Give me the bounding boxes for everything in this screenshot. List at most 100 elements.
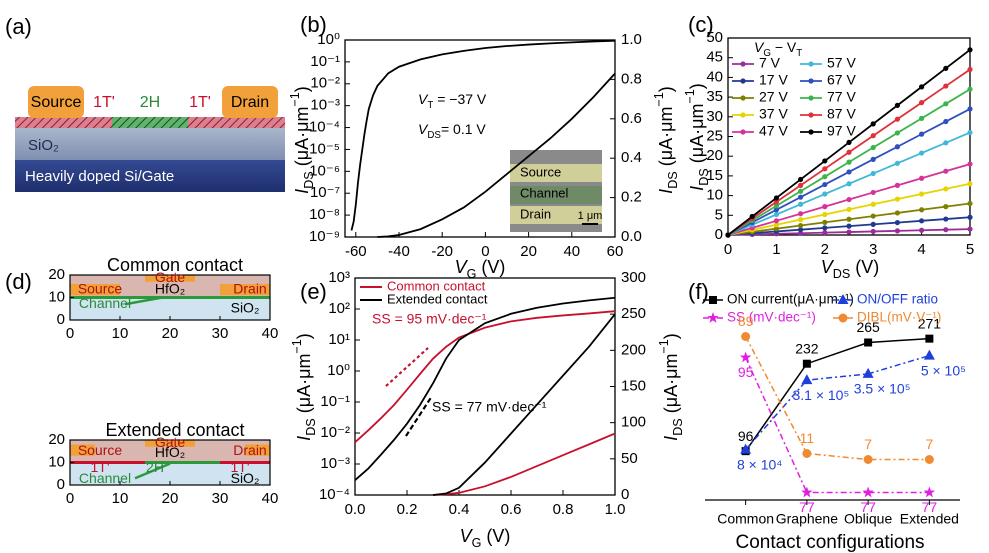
legend-label: 97 V [827, 123, 856, 139]
data-point [802, 449, 811, 458]
data-point [798, 177, 803, 182]
y-tick-label: 10⁻⁴ [309, 119, 340, 136]
data-point [871, 121, 876, 126]
data-point [871, 171, 876, 176]
data-label: 77 [799, 499, 815, 515]
y-tick-label: 10¹ [328, 331, 350, 348]
data-point [943, 101, 948, 106]
y-tick-label: 10 [706, 187, 723, 204]
legend-marker [740, 129, 745, 134]
annotation: VDS= 0.1 V [418, 121, 486, 141]
legend-label: 87 V [827, 106, 856, 122]
x-tick-label: 40 [262, 325, 279, 342]
legend-marker [740, 61, 745, 66]
data-point [750, 214, 755, 219]
y2-tick-label: 1.0 [621, 31, 642, 48]
legend-label: 7 V [759, 55, 781, 71]
data-point [967, 226, 972, 231]
y-tick-label: 0 [57, 476, 65, 493]
data-point [925, 455, 934, 464]
data-point [798, 183, 803, 188]
x-axis-label: VG (V) [460, 526, 511, 551]
x-tick-label: 1.0 [605, 501, 626, 518]
x-tick-label: 20 [520, 243, 537, 260]
y-tick-label: 0 [57, 311, 65, 328]
data-point [871, 213, 876, 218]
y-tick-label: 10² [328, 300, 350, 317]
y-tick-label: 10 [48, 453, 65, 470]
slope-guide [386, 348, 428, 386]
figure: (a) Source 1T' 2H 1T' Drain SiO₂ Heavily… [0, 0, 989, 553]
data-label: 8 × 10⁴ [737, 456, 782, 472]
data-point [895, 197, 900, 202]
data-label: 3.1 × 10⁵ [792, 387, 849, 403]
legend-label: 67 V [827, 72, 856, 88]
data-point [919, 207, 924, 212]
data-point [822, 225, 827, 230]
oxide-label: SiO₂ [28, 137, 59, 154]
panel-a: (a) Source 1T' 2H 1T' Drain SiO₂ Heavily… [5, 14, 285, 192]
text-segment: DS [666, 171, 680, 189]
y-tick-label: 35 [706, 88, 723, 105]
data-point [846, 181, 851, 186]
text-segment: ) [656, 86, 676, 92]
text-segment: = 0.1 V [441, 121, 486, 137]
text-segment: G [472, 536, 482, 550]
data-label: 89 [738, 313, 754, 329]
data-point [871, 145, 876, 150]
y-axis-label: IDS (μA·μm−1) [290, 333, 318, 441]
inset-label: Source [520, 164, 561, 179]
region-label: HfO₂ [155, 280, 185, 296]
data-point [967, 181, 972, 186]
text-segment: DS [302, 171, 316, 189]
text-segment: DS [304, 418, 318, 436]
data-label: 11 [800, 430, 815, 446]
substrate-label: Heavily doped Si/Gate [25, 168, 174, 185]
data-point [967, 130, 972, 135]
region-label: Source [78, 442, 123, 458]
data-point [967, 67, 972, 72]
y-tick-label: 10⁻¹ [320, 393, 350, 410]
data-point [943, 204, 948, 209]
legend-label: ON/OFF ratio [857, 292, 938, 307]
data-label: 95 [738, 364, 754, 380]
phase-label: 1T' [93, 94, 115, 111]
data-point [740, 352, 751, 363]
legend-label: DIBL(mV·V⁻¹) [857, 310, 941, 325]
y2-tick-label: 250 [621, 305, 646, 322]
data-point [919, 132, 924, 137]
x-tick-label: 40 [262, 490, 279, 507]
data-label: 7 [925, 436, 933, 452]
text-segment: (μA·μm [687, 104, 707, 169]
data-point [846, 229, 851, 234]
text-segment: −1 [652, 92, 666, 106]
data-point [798, 211, 803, 216]
text-segment: −1 [657, 339, 671, 353]
data-point [822, 230, 827, 235]
text-segment: −1 [683, 89, 697, 103]
y-tick-label: 10 [48, 288, 65, 305]
region-label: 2H [146, 459, 164, 475]
x-tick-label: 0.8 [553, 501, 574, 518]
text-segment: (μA·μm [294, 354, 314, 419]
data-point [967, 87, 972, 92]
data-point [871, 157, 876, 162]
text-segment: T [796, 48, 802, 59]
y-tick-label: 10³ [328, 269, 350, 286]
x-tick-label: 0 [724, 241, 732, 258]
y-tick-label: 10⁻⁵ [309, 140, 340, 157]
text-segment: ) [687, 83, 707, 89]
data-point [707, 312, 718, 323]
x-tick-label: Common [717, 511, 774, 527]
data-point [839, 314, 848, 323]
data-point [871, 202, 876, 207]
panel-label: (e) [300, 279, 327, 304]
text-segment: (V) [850, 257, 879, 277]
y2-tick-label: 0.2 [621, 189, 642, 206]
x-tick-label: 10 [112, 490, 129, 507]
y2-axis-label: IDS (μA·μm−1) [657, 333, 685, 441]
x-tick-label: 0 [66, 325, 74, 342]
data-point [798, 202, 803, 207]
data-point [924, 350, 935, 360]
data-point [709, 296, 717, 304]
